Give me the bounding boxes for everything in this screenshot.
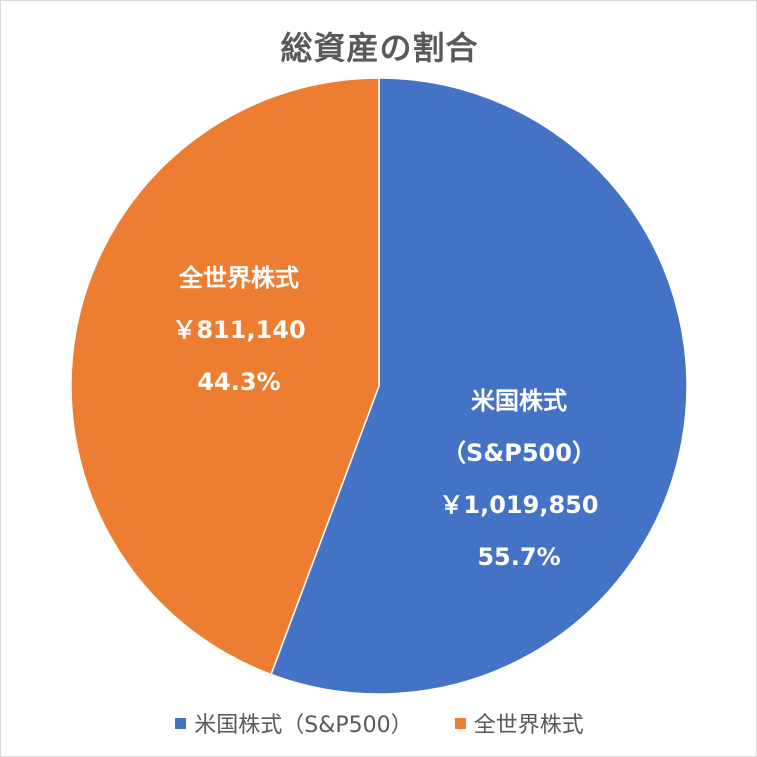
legend-swatch-us-stocks (175, 717, 187, 729)
legend-label-world-stocks: 全世界株式 (473, 713, 584, 738)
data-label-1-line-0: 全世界株式 (178, 264, 299, 292)
data-label-0-line-2: ￥1,019,850 (439, 491, 598, 519)
data-label-1-line-2: 44.3% (197, 368, 280, 396)
legend-swatch-world-stocks (454, 717, 466, 729)
legend: 米国株式（S&P500） 全世界株式 (1, 707, 756, 739)
data-label-0-line-1: （S&P500） (442, 439, 596, 467)
data-label-1-line-1: ￥811,140 (172, 316, 305, 344)
chart-title: 総資産の割合 (280, 29, 479, 67)
legend-entry-us-stocks[interactable]: 米国株式（S&P500） (175, 707, 413, 739)
legend-entry-world-stocks[interactable]: 全世界株式 (454, 707, 584, 739)
data-label-0-line-0: 米国株式 (471, 387, 567, 415)
data-label-0-line-3: 55.7% (477, 543, 560, 571)
pie-slice-1[interactable] (70, 77, 380, 676)
pie-slice-0[interactable] (270, 77, 688, 695)
legend-label-us-stocks: 米国株式（S&P500） (194, 713, 413, 738)
